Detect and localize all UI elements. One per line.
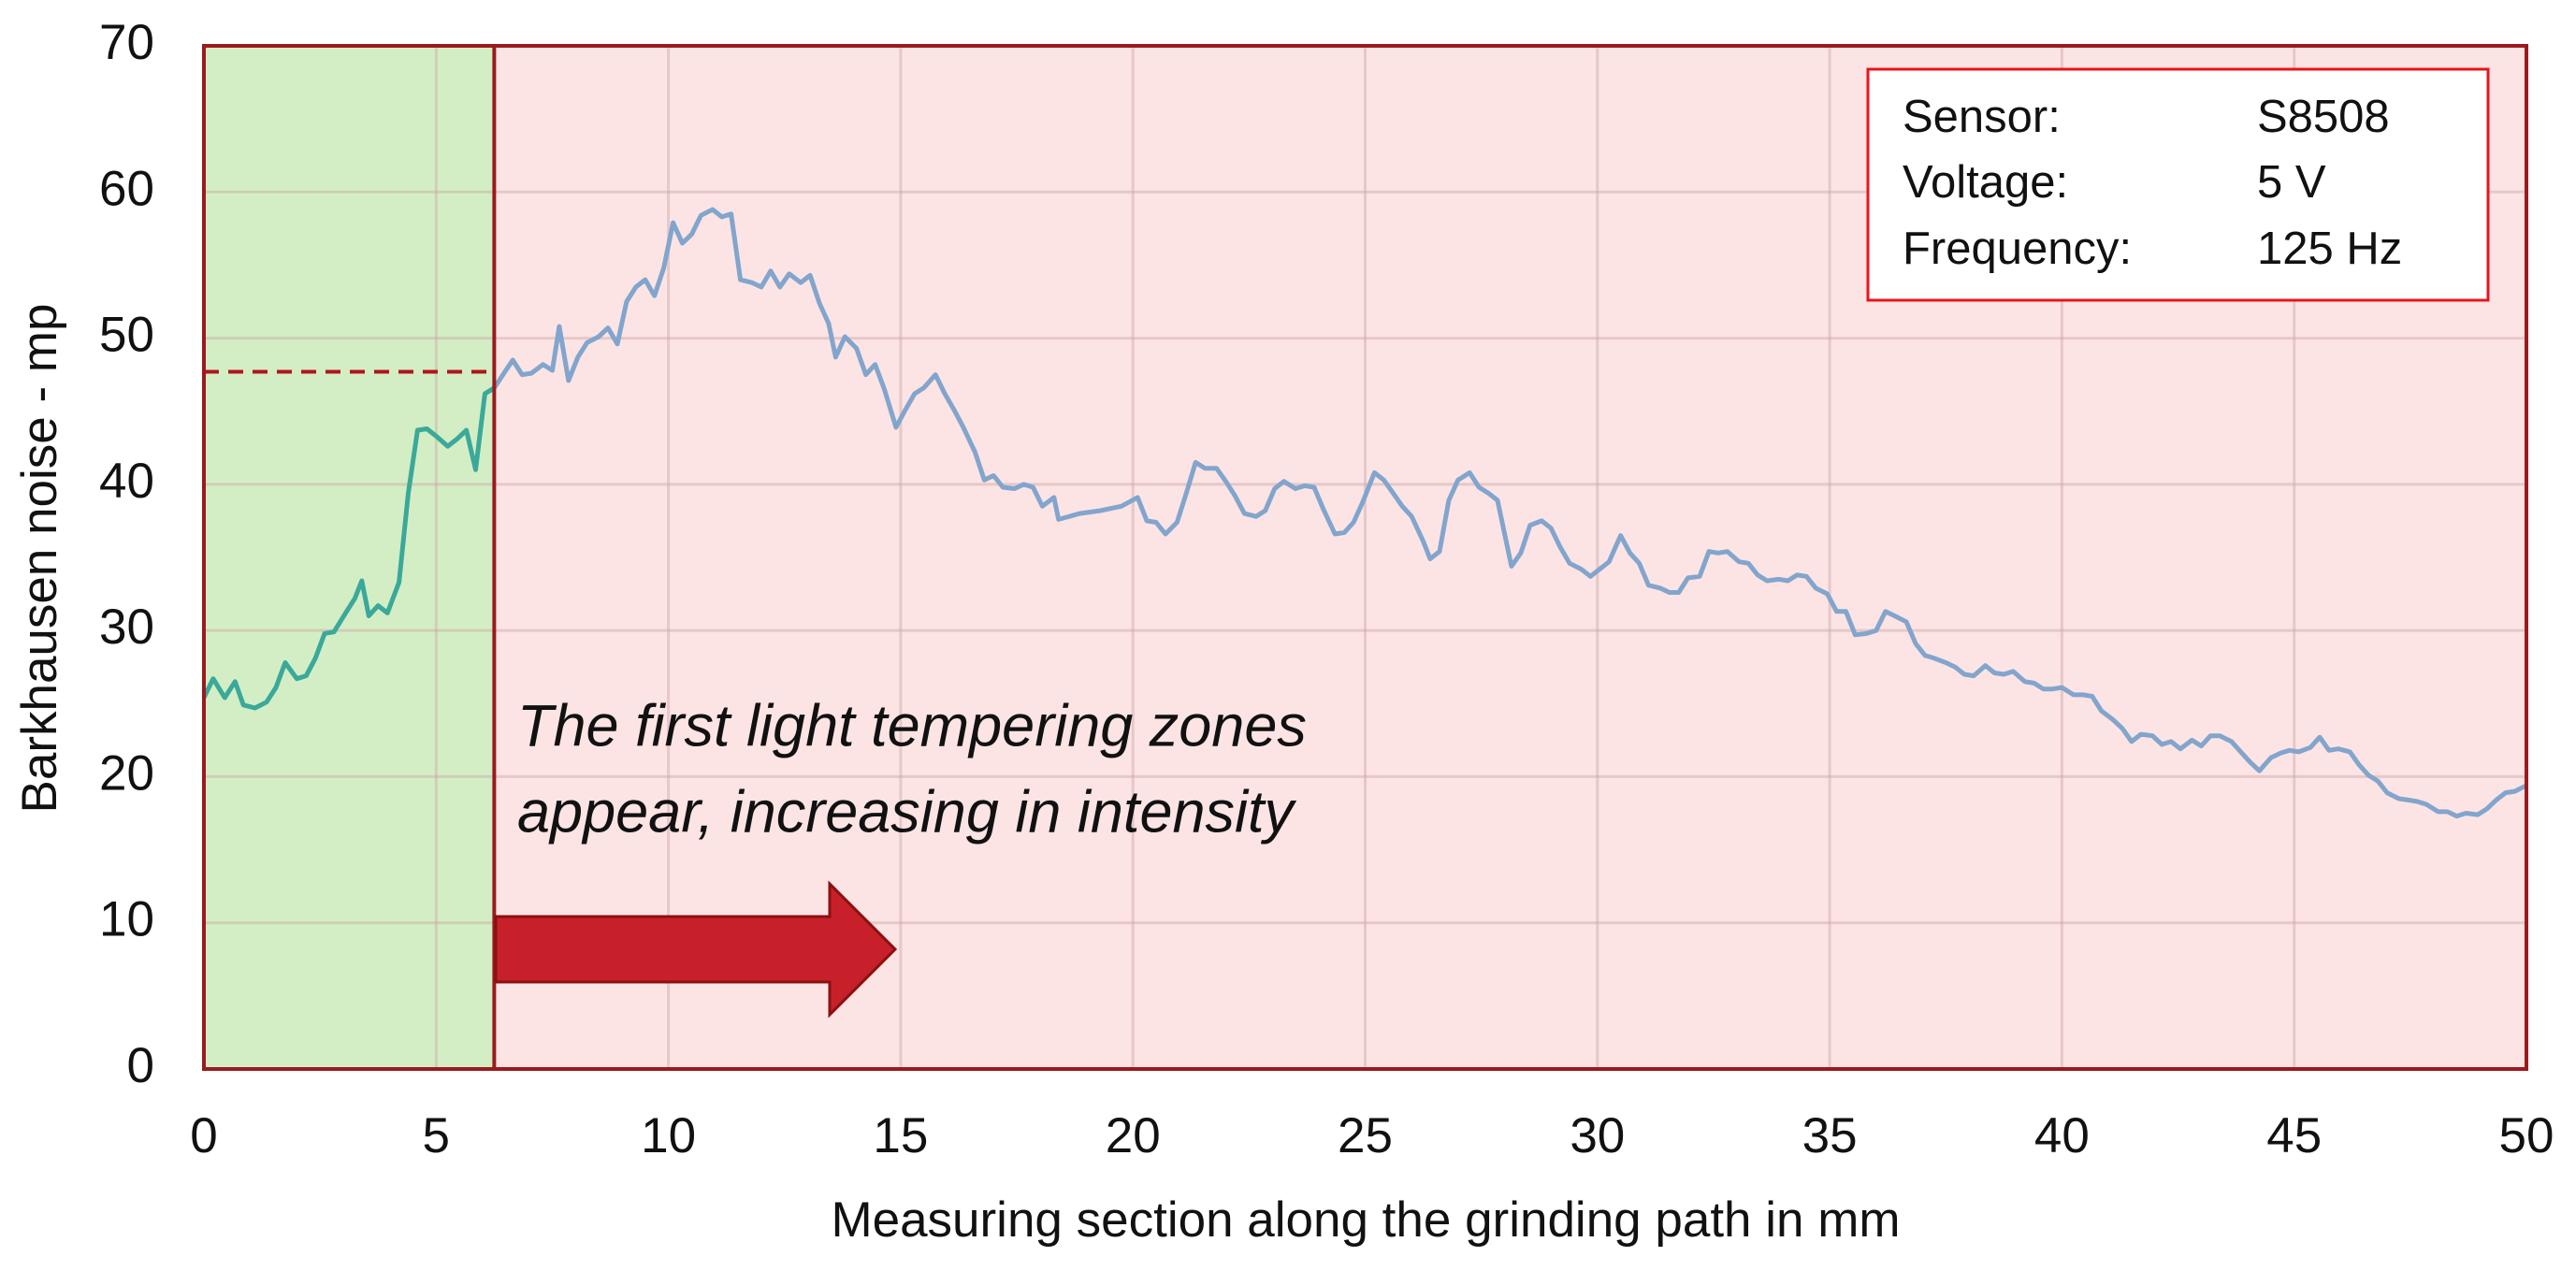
plot-border	[202, 44, 2528, 1071]
y-tick-label: 30	[99, 599, 154, 655]
y-tick-label: 60	[99, 161, 154, 216]
x-tick-label: 50	[2499, 1108, 2554, 1163]
x-axis-title: Measuring section along the grinding pat…	[831, 1192, 1900, 1248]
y-tick-label: 10	[99, 892, 154, 947]
info-value: 5 V	[2257, 157, 2326, 208]
info-label: Voltage:	[1903, 157, 2068, 208]
frame	[202, 44, 2528, 1071]
y-axis-title: Barkhausen noise - mp	[12, 303, 67, 813]
y-tick-label: 50	[99, 308, 154, 363]
info-value: 125 Hz	[2257, 224, 2402, 274]
annotation-line: appear, increasing in intensity	[517, 780, 1297, 845]
x-tick-label: 5	[423, 1108, 450, 1163]
lines	[201, 207, 2528, 819]
zone	[204, 46, 495, 1069]
info-value: S8508	[2257, 92, 2390, 142]
y-tick-label: 20	[99, 745, 154, 801]
data-line	[492, 207, 2528, 819]
x-tick-label: 0	[190, 1108, 217, 1163]
x-tick-label: 35	[1802, 1108, 1858, 1163]
data-line	[201, 385, 496, 711]
x-tick-label: 10	[641, 1108, 696, 1163]
x-tick-label: 40	[2034, 1108, 2090, 1163]
info-label: Frequency:	[1903, 224, 2132, 274]
x-tick-label: 45	[2266, 1108, 2322, 1163]
x-tick-label: 20	[1106, 1108, 1161, 1163]
y-tick-label: 40	[99, 454, 154, 509]
x-tick-label: 15	[873, 1108, 928, 1163]
info-box	[1866, 67, 2490, 302]
x-tick-label: 25	[1338, 1108, 1393, 1163]
y-tick-label: 70	[99, 15, 154, 70]
info-label: Sensor:	[1903, 92, 2061, 142]
x-tick-label: 30	[1570, 1108, 1625, 1163]
annotation-line: The first light tempering zones	[517, 694, 1307, 759]
arrow	[494, 880, 898, 1018]
y-tick-label: 0	[127, 1038, 154, 1093]
